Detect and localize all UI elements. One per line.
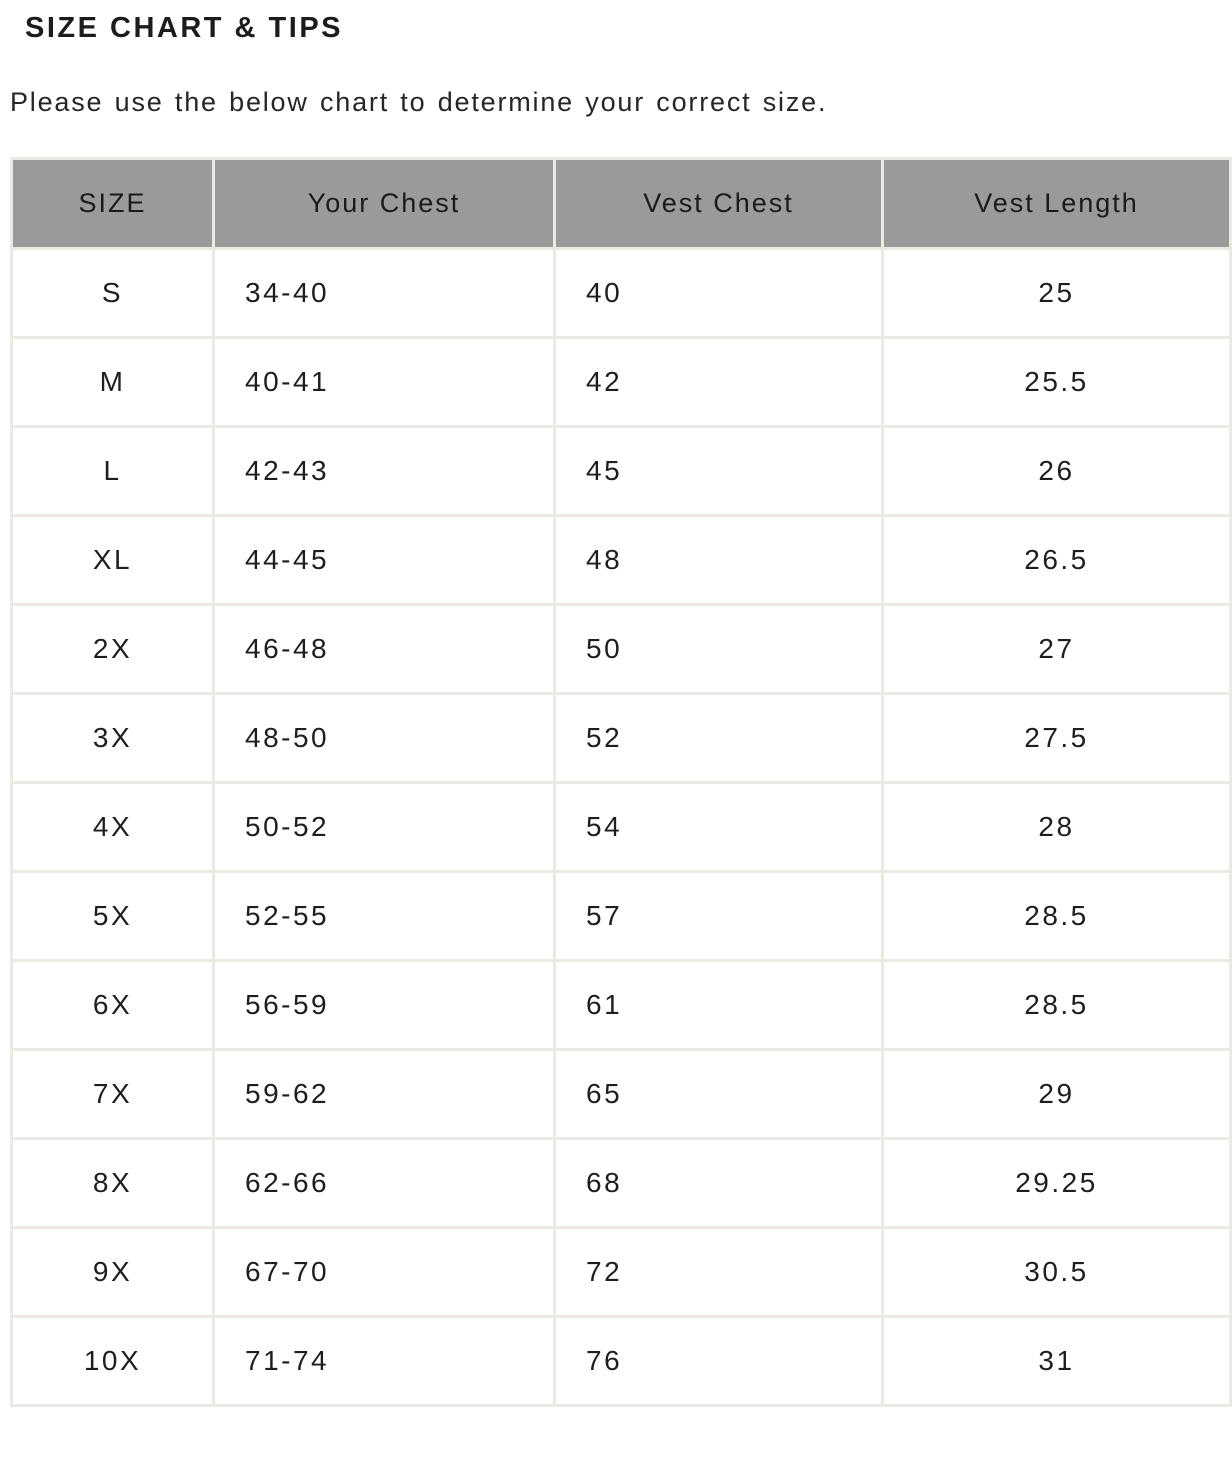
- instruction-text: Please use the below chart to determine …: [10, 87, 828, 117]
- cell-your-chest: 44-45: [212, 514, 556, 606]
- cell-your-chest: 52-55: [212, 870, 556, 962]
- cell-your-chest: 46-48: [212, 603, 556, 695]
- table-row: 2X 46-48 50 27: [10, 603, 1232, 695]
- cell-size: S: [10, 247, 215, 339]
- cell-vest-chest: 72: [553, 1226, 884, 1318]
- table-row: XL 44-45 48 26.5: [10, 514, 1232, 606]
- table-row: 4X 50-52 54 28: [10, 781, 1232, 873]
- cell-size: 8X: [10, 1137, 215, 1229]
- column-header-your-chest: Your Chest: [212, 157, 556, 250]
- cell-size: 9X: [10, 1226, 215, 1318]
- cell-vest-chest: 76: [553, 1315, 884, 1407]
- cell-vest-length: 26: [881, 425, 1232, 517]
- cell-your-chest: 42-43: [212, 425, 556, 517]
- cell-vest-chest: 52: [553, 692, 884, 784]
- cell-your-chest: 71-74: [212, 1315, 556, 1407]
- cell-size: 10X: [10, 1315, 215, 1407]
- cell-vest-length: 30.5: [881, 1226, 1232, 1318]
- column-header-size: SIZE: [10, 157, 215, 250]
- cell-vest-length: 25: [881, 247, 1232, 339]
- cell-vest-length: 28.5: [881, 870, 1232, 962]
- cell-your-chest: 50-52: [212, 781, 556, 873]
- cell-your-chest: 56-59: [212, 959, 556, 1051]
- cell-your-chest: 67-70: [212, 1226, 556, 1318]
- size-chart-page: { "page": { "title": "SIZE CHART & TIPS"…: [0, 12, 1232, 1470]
- table-row: 3X 48-50 52 27.5: [10, 692, 1232, 784]
- cell-your-chest: 40-41: [212, 336, 556, 428]
- cell-vest-length: 27.5: [881, 692, 1232, 784]
- table-row: 10X 71-74 76 31: [10, 1315, 1232, 1407]
- cell-vest-chest: 42: [553, 336, 884, 428]
- table-row: S 34-40 40 25: [10, 247, 1232, 339]
- cell-your-chest: 59-62: [212, 1048, 556, 1140]
- cell-size: XL: [10, 514, 215, 606]
- header-row: SIZE Your Chest Vest Chest Vest Length: [10, 157, 1232, 250]
- cell-vest-length: 29: [881, 1048, 1232, 1140]
- cell-size: 5X: [10, 870, 215, 962]
- table-row: 6X 56-59 61 28.5: [10, 959, 1232, 1051]
- cell-vest-chest: 54: [553, 781, 884, 873]
- cell-your-chest: 34-40: [212, 247, 556, 339]
- table-row: 8X 62-66 68 29.25: [10, 1137, 1232, 1229]
- table-row: L 42-43 45 26: [10, 425, 1232, 517]
- table-row: M 40-41 42 25.5: [10, 336, 1232, 428]
- cell-vest-length: 25.5: [881, 336, 1232, 428]
- cell-vest-length: 28: [881, 781, 1232, 873]
- cell-size: 6X: [10, 959, 215, 1051]
- column-header-vest-chest: Vest Chest: [553, 157, 884, 250]
- cell-size: 3X: [10, 692, 215, 784]
- page-title: SIZE CHART & TIPS: [25, 12, 344, 44]
- table-row: 5X 52-55 57 28.5: [10, 870, 1232, 962]
- cell-vest-chest: 57: [553, 870, 884, 962]
- cell-vest-length: 27: [881, 603, 1232, 695]
- cell-vest-length: 31: [881, 1315, 1232, 1407]
- table-row: 9X 67-70 72 30.5: [10, 1226, 1232, 1318]
- cell-vest-chest: 40: [553, 247, 884, 339]
- table-row: 7X 59-62 65 29: [10, 1048, 1232, 1140]
- cell-vest-chest: 68: [553, 1137, 884, 1229]
- table-header: SIZE Your Chest Vest Chest Vest Length: [10, 157, 1232, 250]
- cell-size: M: [10, 336, 215, 428]
- size-chart-table: SIZE Your Chest Vest Chest Vest Length S…: [10, 157, 1232, 1407]
- cell-vest-length: 26.5: [881, 514, 1232, 606]
- cell-size: 7X: [10, 1048, 215, 1140]
- table-body: S 34-40 40 25 M 40-41 42 25.5 L 42-43 45 26 XL 44-45 4…: [10, 247, 1232, 1407]
- cell-size: 4X: [10, 781, 215, 873]
- cell-vest-chest: 48: [553, 514, 884, 606]
- cell-your-chest: 48-50: [212, 692, 556, 784]
- cell-vest-chest: 50: [553, 603, 884, 695]
- cell-vest-chest: 45: [553, 425, 884, 517]
- cell-vest-chest: 61: [553, 959, 884, 1051]
- column-header-vest-length: Vest Length: [881, 157, 1232, 250]
- cell-size: 2X: [10, 603, 215, 695]
- cell-vest-chest: 65: [553, 1048, 884, 1140]
- cell-size: L: [10, 425, 215, 517]
- cell-vest-length: 29.25: [881, 1137, 1232, 1229]
- cell-your-chest: 62-66: [212, 1137, 556, 1229]
- cell-vest-length: 28.5: [881, 959, 1232, 1051]
